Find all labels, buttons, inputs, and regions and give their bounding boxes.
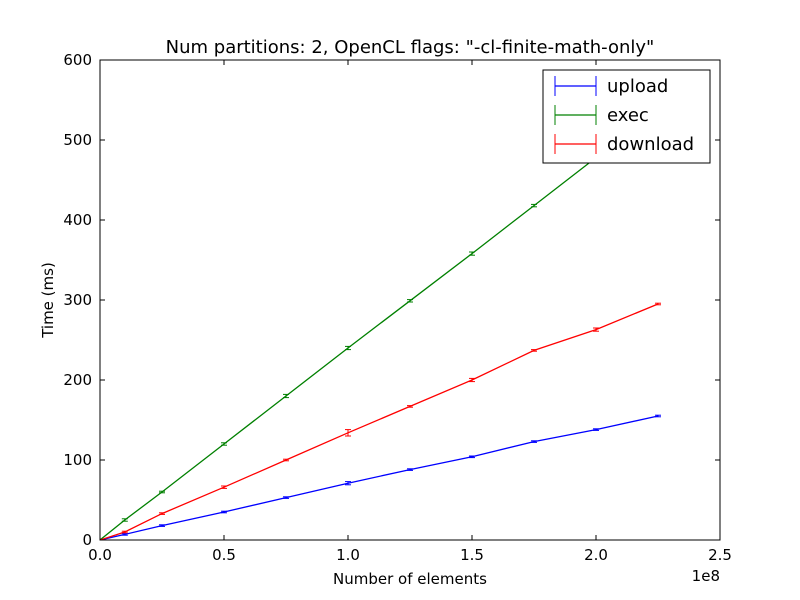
y-tick-label: 0 [82,531,92,549]
x-tick-label: 2.5 [708,546,732,564]
y-tick-label: 500 [63,131,92,149]
legend-label-exec: exec [607,105,649,126]
x-axis-title: Number of elements [333,570,487,588]
y-axis-title: Time (ms) [39,262,57,339]
series-layer [100,107,661,540]
x-tick-label: 0.0 [88,546,112,564]
legend: upload exec download [542,69,711,164]
legend-label-download: download [607,134,694,155]
y-tick-label: 400 [63,211,92,229]
y-tick-label: 200 [63,371,92,389]
y-tick-label: 600 [63,51,92,69]
y-ticks: 0 100 200 300 400 500 600 [63,51,720,549]
legend-label-upload: upload [607,76,668,97]
x-tick-label: 1.5 [460,546,484,564]
x-tick-label: 0.5 [212,546,236,564]
y-tick-label: 300 [63,291,92,309]
chart-title: Num partitions: 2, OpenCL flags: "-cl-fi… [166,37,655,58]
x-ticks: 0.0 0.5 1.0 1.5 2.0 2.5 [88,60,732,564]
x-tick-label: 1.0 [336,546,360,564]
x-axis-offset-label: 1e8 [692,567,720,585]
x-tick-label: 2.0 [584,546,608,564]
y-tick-label: 100 [63,451,92,469]
